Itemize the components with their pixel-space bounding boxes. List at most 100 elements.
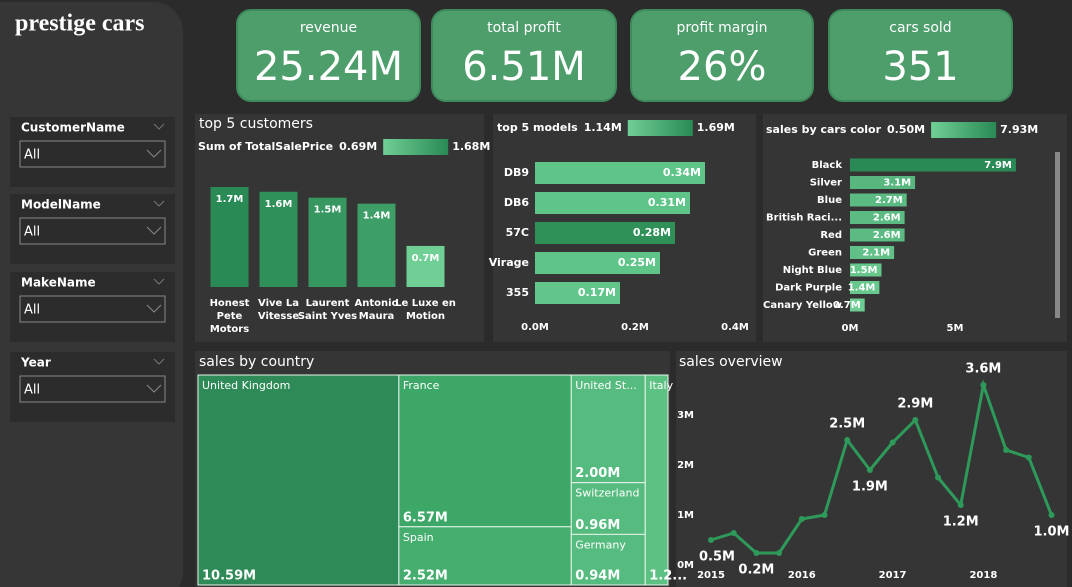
bar <box>850 193 907 207</box>
data-label: 2.6M <box>873 230 901 241</box>
data-label: 0.7M <box>833 300 861 311</box>
legend-max: 7.93M <box>1000 123 1038 136</box>
filter-dropdown[interactable] <box>19 140 166 168</box>
scrollbar[interactable] <box>1055 152 1060 318</box>
treemap-tile <box>398 374 572 528</box>
dashboard-title: prestige cars <box>15 11 145 37</box>
x-tick-label: 0.2M <box>621 322 649 333</box>
y-tick-label: Blue <box>817 195 842 206</box>
bar <box>850 158 1016 172</box>
point <box>821 512 828 518</box>
x-tick-label: 2018 <box>969 570 997 581</box>
point <box>935 474 941 481</box>
y-tick-label: Canary Yellow <box>763 300 842 311</box>
filter-panel <box>10 194 175 264</box>
point <box>1048 512 1055 518</box>
point <box>1025 454 1032 461</box>
kpi-label: total profit <box>487 20 561 36</box>
y-tick-label: 355 <box>506 286 529 299</box>
x-tick-label: Honest Pete Motors <box>210 298 250 335</box>
y-tick-label: Green <box>808 248 842 259</box>
bar <box>535 252 660 274</box>
chart-title: sales by cars color <box>766 123 882 136</box>
data-label: 2.1M <box>862 248 890 259</box>
point <box>798 516 805 522</box>
y-tick-label: 3M <box>677 410 694 421</box>
tile-label: Switzerland <box>575 487 639 500</box>
treemap-tile <box>398 526 572 586</box>
data-label: 0.7M <box>412 253 440 264</box>
data-label: 2.7M <box>875 195 903 206</box>
tile-value: 0.94M <box>575 569 620 584</box>
kpi-value: 6.51M <box>462 44 586 90</box>
point <box>708 537 714 543</box>
data-label: 1.5M <box>850 265 878 276</box>
filter-chevron <box>153 200 165 207</box>
x-tick-label: 5M <box>947 323 964 334</box>
y-tick-label: Virage <box>489 256 529 269</box>
y-tick-label: British Raci... <box>766 213 842 224</box>
tile-value: 0.96M <box>575 518 620 533</box>
filter-chevron <box>153 358 165 365</box>
bar <box>850 228 905 242</box>
treemap-tile <box>197 374 400 586</box>
point <box>753 550 760 556</box>
y-tick-label: Black <box>812 160 843 171</box>
point <box>889 439 896 446</box>
kpi-card <box>828 9 1013 102</box>
kpi-value: 26% <box>678 44 767 90</box>
kpi-label: revenue <box>300 20 357 36</box>
filter-dropdown[interactable] <box>19 217 166 245</box>
y-tick-label: 0M <box>677 560 694 571</box>
data-label: 7.9M <box>984 160 1012 171</box>
y-tick-label: DB9 <box>504 166 529 179</box>
filter-dropdown[interactable] <box>19 295 166 323</box>
bar <box>850 298 865 312</box>
kpi-card <box>236 9 421 102</box>
tile-label: Germany <box>575 538 626 551</box>
legend-min: 0.69M <box>339 140 377 153</box>
y-tick-label: Red <box>820 230 842 241</box>
data-label: 1.9M <box>852 480 888 495</box>
tile-value: 2.00M <box>575 466 620 481</box>
dropdown-arrow <box>146 149 162 158</box>
x-tick-label: Laurent Saint Yves <box>298 298 357 322</box>
legend-min: 0.50M <box>887 123 925 136</box>
x-tick-label: 0M <box>842 323 859 334</box>
filter-value: All <box>24 303 40 318</box>
kpi-label: cars sold <box>889 20 951 36</box>
x-tick-label: Vive La Vitesse <box>258 298 299 322</box>
data-label: 0.17M <box>578 286 616 299</box>
bar <box>535 192 690 214</box>
data-label: 1.6M <box>265 199 293 210</box>
filter-chevron <box>153 123 165 130</box>
filter-value: All <box>24 225 40 240</box>
chart-title: top 5 models <box>497 121 578 134</box>
data-label: 0.31M <box>648 196 686 209</box>
data-label: 0.5M <box>699 550 735 565</box>
y-tick-label: 57C <box>506 226 529 239</box>
tile-value: 10.59M <box>202 569 256 584</box>
chart-title: sales overview <box>679 354 783 370</box>
filter-dropdown[interactable] <box>19 375 166 403</box>
filter-label: MakeName <box>21 276 96 290</box>
legend-gradient <box>627 120 693 136</box>
x-tick-label: 2015 <box>697 570 725 581</box>
chart-title: sales by country <box>199 354 314 370</box>
point <box>957 502 964 508</box>
legend-max: 1.68M <box>452 140 490 153</box>
bar <box>850 281 880 294</box>
legend-min: 1.14M <box>584 121 622 134</box>
x-tick-label: 0.4M <box>721 322 749 333</box>
tile-value: 1.2... <box>649 569 687 584</box>
data-label: 3.1M <box>883 178 911 189</box>
data-label: 0.25M <box>618 256 656 269</box>
kpi-card <box>431 9 617 102</box>
data-label: 0.28M <box>633 226 671 239</box>
kpi-label: profit margin <box>676 20 767 36</box>
filter-value: All <box>24 148 40 163</box>
bar <box>259 191 298 287</box>
filter-panel <box>10 117 175 187</box>
tile-label: United St... <box>575 379 636 392</box>
